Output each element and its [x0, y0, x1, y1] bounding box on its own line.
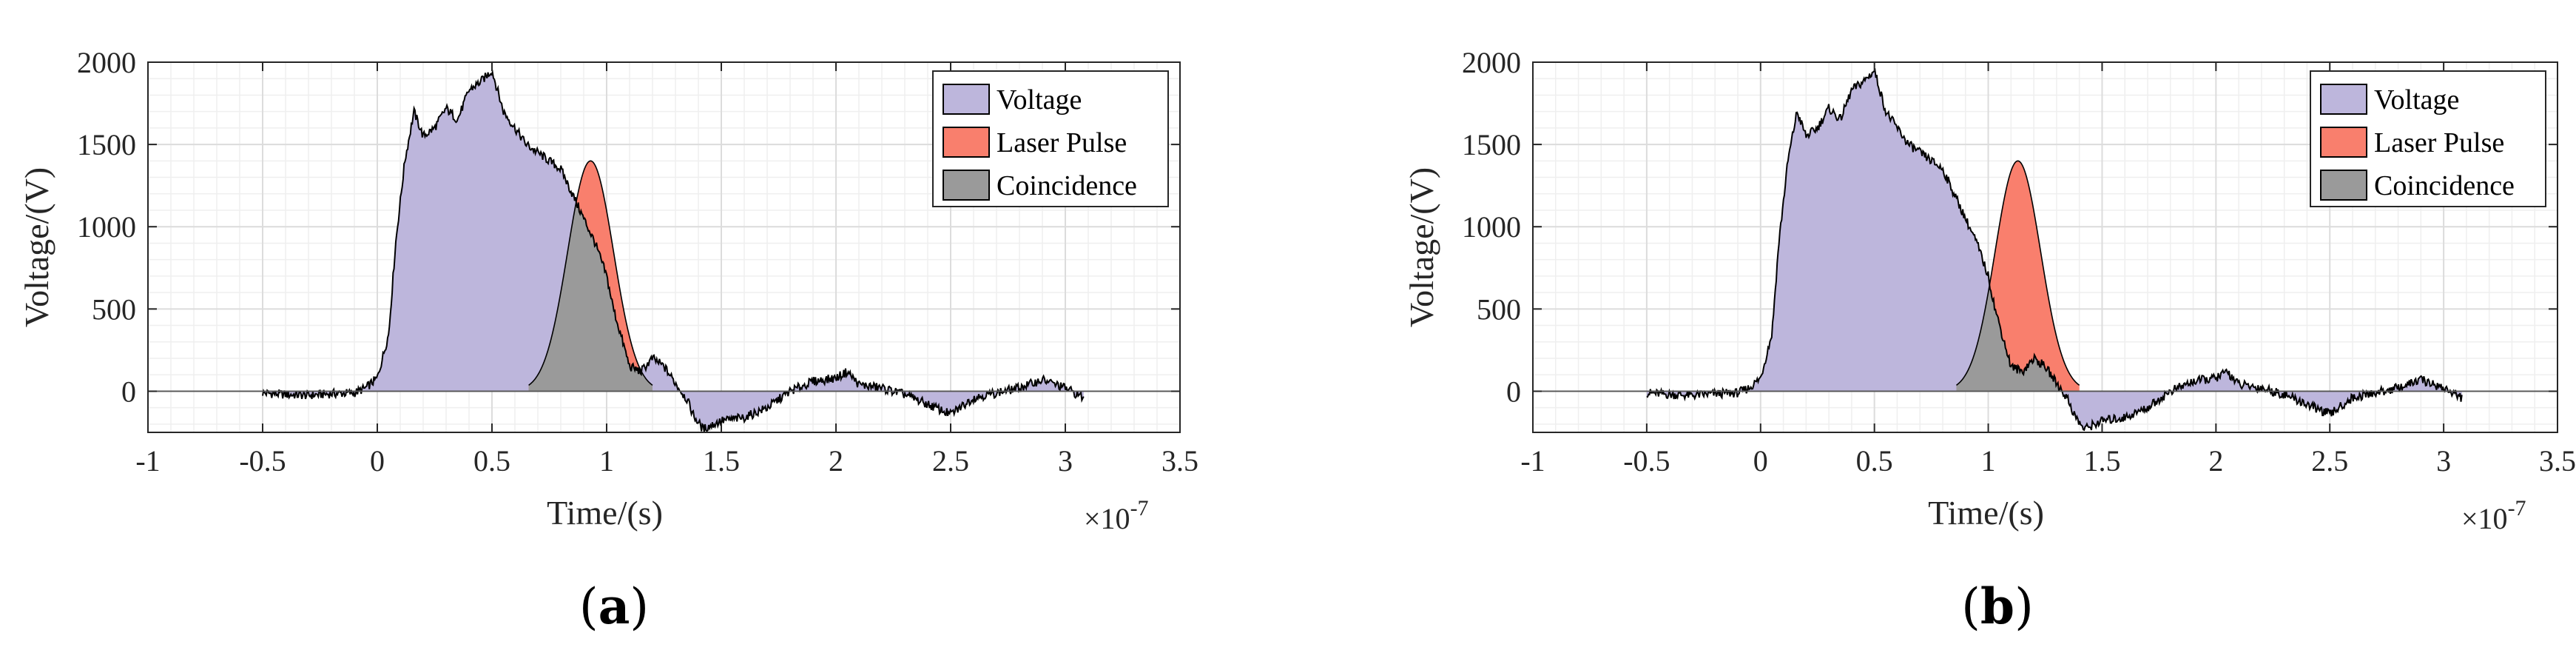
legend-swatch: [2320, 127, 2367, 158]
x-tick-label: 3: [1058, 444, 1073, 478]
x-tick-label: 2.5: [2311, 444, 2348, 478]
x-tick-label: -0.5: [1623, 444, 1670, 478]
x-tick-label: -1: [1520, 444, 1545, 478]
axes-box: [147, 61, 1181, 433]
panel-a: -1 -0.5 0 0.5 1 1.5 2 2.5 3 3.5 0 500 1000 1500 2000 Ti…: [18, 46, 1198, 635]
y-tick-label: 2000: [1462, 46, 1521, 79]
coincidence-area: [1956, 288, 2080, 392]
legend-entry: Laser Pulse: [997, 127, 1127, 158]
legend-entry: Voltage: [2374, 84, 2459, 115]
legend-swatch: [2320, 84, 2367, 115]
x-exponent-label: ×10-7: [2461, 496, 2526, 535]
x-tick-label: -1: [135, 444, 160, 478]
legend-swatch: [2320, 170, 2367, 201]
legend-swatch: [943, 170, 990, 201]
x-tick-label: 3: [2436, 444, 2451, 478]
legend: Voltage Laser Pulse Coincidence: [2310, 70, 2546, 207]
legend-swatch: [943, 84, 990, 115]
x-tick-label: 3.5: [1161, 444, 1198, 478]
x-tick-label: 2: [829, 444, 843, 478]
x-tick-label: -0.5: [239, 444, 286, 478]
legend-entry: Coincidence: [2374, 170, 2515, 201]
x-tick-label: 0: [370, 444, 385, 478]
y-tick-label: 0: [1506, 375, 1521, 408]
coincidence-area: [528, 202, 653, 392]
y-axis-label: Voltage/(V): [1403, 167, 1440, 327]
y-tick-label: 0: [121, 375, 136, 408]
voltage-line: [262, 69, 1085, 432]
x-tick-label: 1: [1981, 444, 1996, 478]
legend-entry: Voltage: [997, 84, 1082, 115]
y-tick-label: 1000: [77, 210, 136, 244]
x-tick-label: 2.5: [932, 444, 969, 478]
x-tick-label: 1.5: [703, 444, 740, 478]
x-tick-label: 3.5: [2539, 444, 2576, 478]
voltage-area: [1646, 70, 2462, 430]
panel-b: -1 -0.5 0 0.5 1 1.5 2 2.5 3 3.5 0 500 1000 1500 2000 Ti…: [1403, 46, 2576, 635]
voltage-area: [263, 72, 1084, 432]
voltage-line: [1646, 67, 2463, 432]
y-tick-label: 1500: [1462, 128, 1521, 161]
legend: Voltage Laser Pulse Coincidence: [932, 70, 1169, 207]
x-tick-label: 0: [1753, 444, 1768, 478]
laser-pulse-line: [528, 160, 653, 386]
laser-pulse-line: [1955, 160, 2080, 386]
x-axis-label: Time/(s): [547, 494, 663, 532]
x-exponent-label: ×10-7: [1084, 496, 1149, 535]
y-tick-label: 500: [92, 292, 136, 326]
y-tick-label: 2000: [77, 46, 136, 79]
y-tick-label: 500: [1477, 292, 1521, 326]
legend-entry: Coincidence: [997, 170, 1137, 201]
y-axis-label: Voltage/(V): [18, 167, 55, 327]
x-tick-label: 0.5: [1856, 444, 1893, 478]
legend-entry: Laser Pulse: [2374, 127, 2504, 158]
x-tick-label: 2: [2208, 444, 2223, 478]
y-tick-label: 1500: [77, 128, 136, 161]
x-tick-label: 1: [599, 444, 614, 478]
x-axis-label: Time/(s): [1928, 494, 2044, 532]
panel-label: (b): [1961, 577, 2034, 635]
x-tick-label: 0.5: [473, 444, 510, 478]
x-tick-label: 1.5: [2083, 444, 2120, 478]
panel-label: (a): [579, 577, 649, 635]
axes-box: [1532, 61, 2558, 433]
y-tick-label: 1000: [1462, 210, 1521, 244]
legend-swatch: [943, 127, 990, 158]
